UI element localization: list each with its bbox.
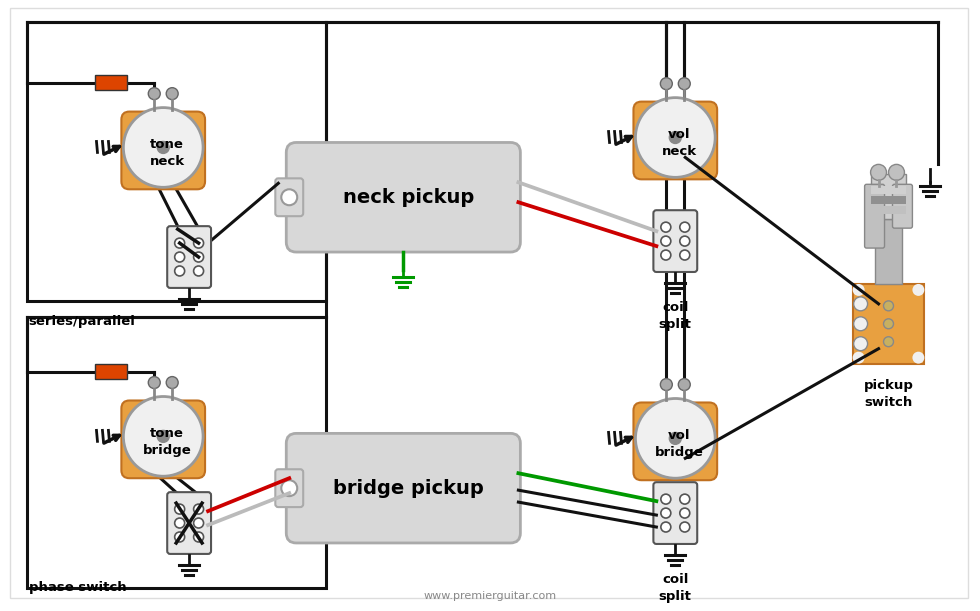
FancyBboxPatch shape (275, 178, 303, 216)
Circle shape (661, 379, 672, 390)
Text: tone
bridge: tone bridge (143, 427, 191, 458)
Circle shape (194, 518, 204, 528)
Bar (870, 186, 906, 194)
Text: tone
neck: tone neck (150, 139, 185, 169)
Circle shape (680, 494, 690, 504)
Circle shape (194, 238, 204, 248)
Circle shape (148, 376, 161, 389)
Circle shape (678, 379, 690, 390)
Text: pickup
switch: pickup switch (863, 379, 913, 409)
FancyBboxPatch shape (893, 185, 912, 228)
FancyBboxPatch shape (275, 469, 303, 507)
Circle shape (167, 87, 178, 100)
Circle shape (884, 301, 894, 311)
Circle shape (661, 78, 672, 90)
Text: phase switch: phase switch (28, 581, 126, 594)
Circle shape (661, 236, 671, 246)
Circle shape (853, 284, 864, 296)
Circle shape (148, 87, 161, 100)
Circle shape (167, 376, 178, 389)
Bar (26, 317, 325, 588)
FancyBboxPatch shape (286, 433, 520, 543)
Circle shape (669, 433, 681, 444)
Circle shape (661, 494, 671, 504)
Bar (853, 284, 924, 364)
Circle shape (174, 518, 184, 528)
Circle shape (174, 266, 184, 276)
Circle shape (912, 352, 924, 364)
Circle shape (635, 98, 715, 177)
Text: bridge pickup: bridge pickup (333, 478, 484, 498)
FancyBboxPatch shape (122, 112, 205, 189)
FancyBboxPatch shape (633, 101, 717, 179)
Bar (26, 22, 325, 301)
Circle shape (194, 532, 204, 542)
Circle shape (174, 532, 184, 542)
Text: coil
split: coil split (659, 301, 692, 331)
Text: vol
bridge: vol bridge (655, 430, 704, 459)
Circle shape (854, 317, 867, 331)
Circle shape (854, 337, 867, 351)
Circle shape (870, 164, 887, 180)
Bar (870, 207, 906, 214)
Bar (95, 75, 127, 90)
Circle shape (281, 480, 297, 496)
Bar (874, 219, 903, 284)
Circle shape (854, 297, 867, 311)
FancyBboxPatch shape (122, 400, 205, 478)
Circle shape (194, 504, 204, 514)
FancyBboxPatch shape (654, 482, 697, 544)
Circle shape (680, 508, 690, 518)
Circle shape (281, 189, 297, 205)
Circle shape (680, 250, 690, 260)
FancyBboxPatch shape (633, 403, 717, 480)
Circle shape (884, 337, 894, 346)
Circle shape (174, 238, 184, 248)
Circle shape (123, 108, 203, 188)
Circle shape (889, 164, 905, 180)
Circle shape (661, 508, 671, 518)
Text: vol
neck: vol neck (662, 128, 697, 158)
Text: www.premierguitar.com: www.premierguitar.com (423, 591, 557, 601)
Circle shape (661, 222, 671, 232)
Bar (870, 196, 906, 204)
Text: series/parallel: series/parallel (28, 315, 135, 328)
Circle shape (669, 131, 681, 144)
FancyBboxPatch shape (654, 210, 697, 272)
FancyBboxPatch shape (168, 226, 211, 288)
Circle shape (680, 222, 690, 232)
Text: coil
split: coil split (659, 573, 692, 603)
FancyBboxPatch shape (864, 185, 885, 248)
Circle shape (174, 252, 184, 262)
FancyBboxPatch shape (168, 492, 211, 554)
Bar (870, 174, 906, 219)
Circle shape (853, 352, 864, 364)
FancyBboxPatch shape (286, 142, 520, 252)
Circle shape (680, 236, 690, 246)
Text: neck pickup: neck pickup (343, 188, 474, 207)
Circle shape (661, 250, 671, 260)
Circle shape (194, 266, 204, 276)
Circle shape (678, 78, 690, 90)
Circle shape (912, 284, 924, 296)
Circle shape (635, 398, 715, 478)
Circle shape (123, 397, 203, 476)
Circle shape (194, 252, 204, 262)
Circle shape (174, 504, 184, 514)
Circle shape (157, 142, 170, 153)
Circle shape (661, 522, 671, 532)
Bar (95, 364, 127, 379)
Circle shape (157, 430, 170, 442)
Circle shape (884, 319, 894, 329)
FancyBboxPatch shape (10, 8, 968, 598)
Circle shape (680, 522, 690, 532)
